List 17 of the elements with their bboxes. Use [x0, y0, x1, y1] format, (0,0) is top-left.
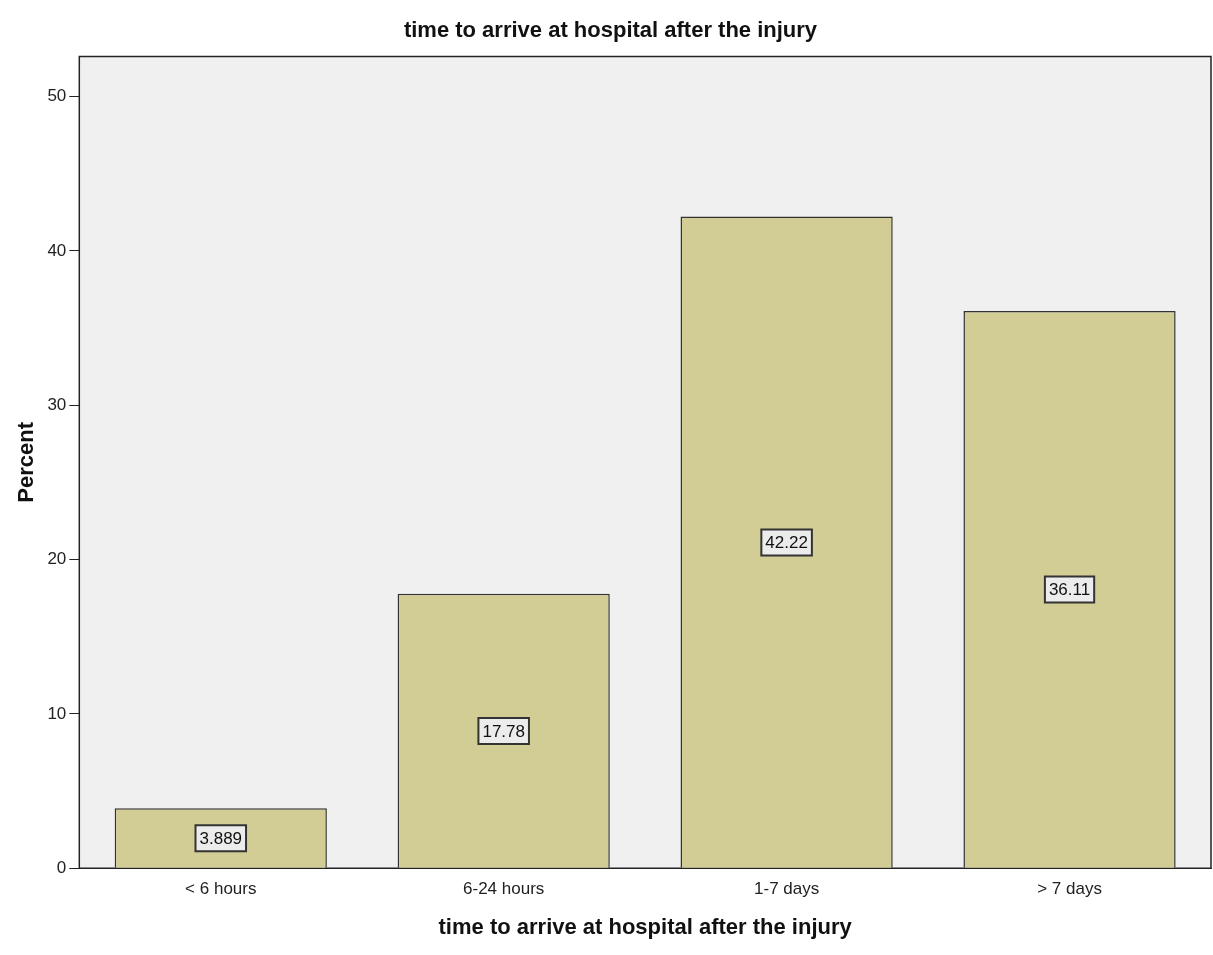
- x-axis-title: time to arrive at hospital after the injury: [438, 913, 853, 939]
- y-tick-label: 0: [56, 857, 67, 877]
- y-tick-label: 30: [47, 394, 67, 414]
- y-tick-label: 40: [47, 240, 67, 260]
- data-label: 17.78: [482, 721, 525, 741]
- data-label: 42.22: [765, 533, 808, 553]
- y-tick-label: 10: [47, 703, 67, 723]
- y-tick-label: 50: [47, 86, 67, 106]
- chart-title: time to arrive at hospital after the injury: [403, 17, 818, 43]
- x-tick-label: 1-7 days: [754, 879, 820, 899]
- x-tick-label: > 7 days: [1037, 879, 1102, 899]
- y-tick-label: 20: [47, 549, 67, 569]
- x-tick-label: 6-24 hours: [463, 879, 545, 899]
- y-axis-title: Percent: [13, 421, 39, 503]
- data-label: 3.889: [199, 828, 243, 848]
- x-tick-label: < 6 hours: [185, 879, 257, 899]
- data-label: 36.11: [1048, 580, 1091, 600]
